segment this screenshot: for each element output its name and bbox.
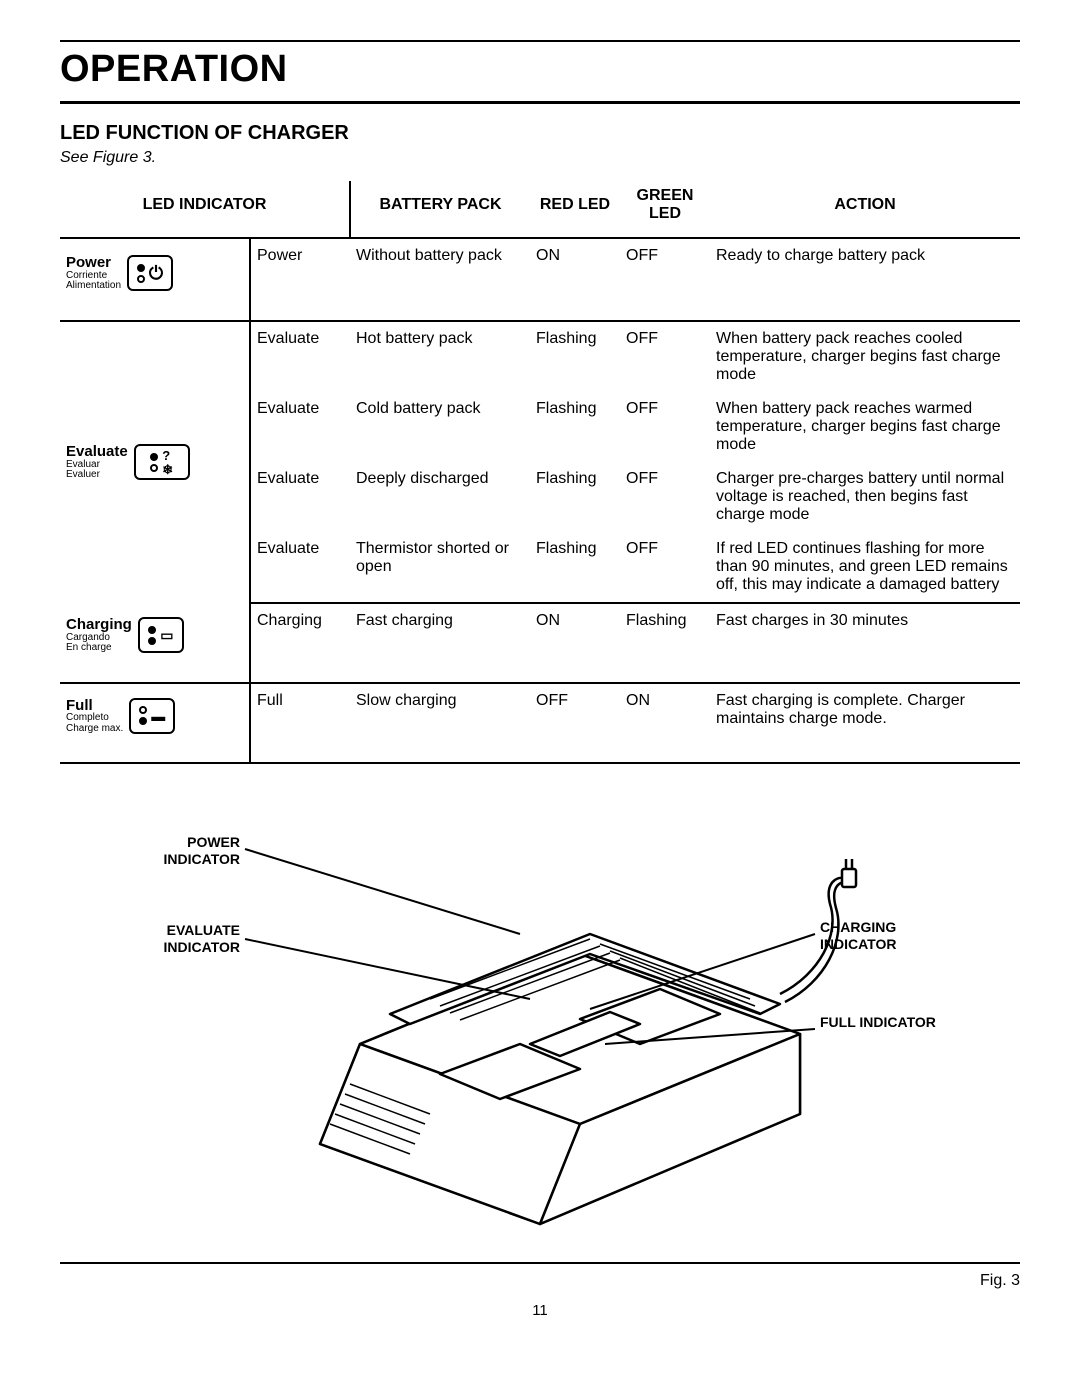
cell-action: Ready to charge battery pack: [710, 238, 1020, 321]
cell-action: If red LED continues flashing for more t…: [710, 532, 1020, 603]
manual-page: OPERATION LED FUNCTION OF CHARGER See Fi…: [0, 0, 1080, 1339]
cell-green: OFF: [620, 392, 710, 462]
indicator-label: Full: [66, 698, 123, 714]
evaluate-icon: ? ❄: [134, 444, 190, 480]
cell-red: ON: [530, 603, 620, 683]
cell-state: Charging: [250, 603, 350, 683]
indicator-charging: Charging Cargando En charge ▭: [66, 617, 243, 654]
col-led-indicator: LED INDICATOR: [60, 181, 350, 238]
indicator-full: Full Completo Charge max. ▬: [66, 698, 243, 735]
figure-caption: Fig. 3: [980, 1272, 1020, 1290]
cell-green: OFF: [620, 532, 710, 603]
cell-green: OFF: [620, 238, 710, 321]
cell-state: Evaluate: [250, 532, 350, 603]
cell-green: ON: [620, 683, 710, 764]
cell-green: Flashing: [620, 603, 710, 683]
cell-pack: Fast charging: [350, 603, 530, 683]
col-green-led: GREEN LED: [620, 181, 710, 238]
table-row: Charging Cargando En charge ▭ Charging F…: [60, 603, 1020, 683]
cell-pack: Thermistor shorted or open: [350, 532, 530, 603]
charging-icon: ▭: [138, 617, 184, 653]
figure-rule: [60, 1262, 1020, 1264]
power-icon: ⏻: [127, 255, 173, 291]
title-underline: [60, 101, 1020, 104]
section-heading: LED FUNCTION OF CHARGER: [60, 122, 1020, 145]
cell-state: Evaluate: [250, 321, 350, 392]
cell-red: Flashing: [530, 321, 620, 392]
indicator-sublabel: Evaluer: [66, 470, 128, 481]
indicator-evaluate: Evaluate Evaluar Evaluer ? ❄: [66, 444, 243, 481]
cell-pack: Cold battery pack: [350, 392, 530, 462]
page-number: 11: [60, 1302, 1020, 1319]
led-function-table: LED INDICATOR BATTERY PACK RED LED GREEN…: [60, 181, 1020, 764]
cell-red: Flashing: [530, 392, 620, 462]
cell-state: Evaluate: [250, 392, 350, 462]
indicator-label: Charging: [66, 617, 132, 633]
cell-red: Flashing: [530, 532, 620, 603]
figure-3: POWER INDICATOR EVALUATE INDICATOR CHARG…: [60, 774, 1020, 1294]
cell-action: Charger pre-charges battery until normal…: [710, 462, 1020, 532]
cell-state: Power: [250, 238, 350, 321]
top-rule: [60, 40, 1020, 42]
cell-green: OFF: [620, 321, 710, 392]
cell-red: Flashing: [530, 462, 620, 532]
indicator-sublabel: En charge: [66, 643, 132, 654]
table-row: Evaluate Evaluar Evaluer ? ❄: [60, 321, 1020, 392]
cell-action: Fast charging is complete. Charger maint…: [710, 683, 1020, 764]
cell-pack: Hot battery pack: [350, 321, 530, 392]
cell-pack: Deeply discharged: [350, 462, 530, 532]
cell-action: Fast charges in 30 minutes: [710, 603, 1020, 683]
leader-lines: [60, 774, 1020, 1294]
indicator-sublabel: Charge max.: [66, 724, 123, 735]
indicator-label: Evaluate: [66, 444, 128, 460]
cell-state: Evaluate: [250, 462, 350, 532]
cell-pack: Slow charging: [350, 683, 530, 764]
cell-red: ON: [530, 238, 620, 321]
cell-red: OFF: [530, 683, 620, 764]
table-row: Power Corriente Alimentation ⏻ Power Wit…: [60, 238, 1020, 321]
figure-reference: See Figure 3.: [60, 149, 1020, 167]
indicator-power: Power Corriente Alimentation ⏻: [66, 255, 243, 292]
cell-action: When battery pack reaches warmed tempera…: [710, 392, 1020, 462]
cell-green: OFF: [620, 462, 710, 532]
cell-state: Full: [250, 683, 350, 764]
col-red-led: RED LED: [530, 181, 620, 238]
page-title: OPERATION: [60, 48, 1020, 91]
table-row: Full Completo Charge max. ▬ Full Slow ch…: [60, 683, 1020, 764]
cell-pack: Without battery pack: [350, 238, 530, 321]
indicator-label: Power: [66, 255, 121, 271]
indicator-sublabel: Alimentation: [66, 281, 121, 292]
col-action: ACTION: [710, 181, 1020, 238]
col-battery-pack: BATTERY PACK: [350, 181, 530, 238]
full-icon: ▬: [129, 698, 175, 734]
table-header-row: LED INDICATOR BATTERY PACK RED LED GREEN…: [60, 181, 1020, 238]
cell-action: When battery pack reaches cooled tempera…: [710, 321, 1020, 392]
